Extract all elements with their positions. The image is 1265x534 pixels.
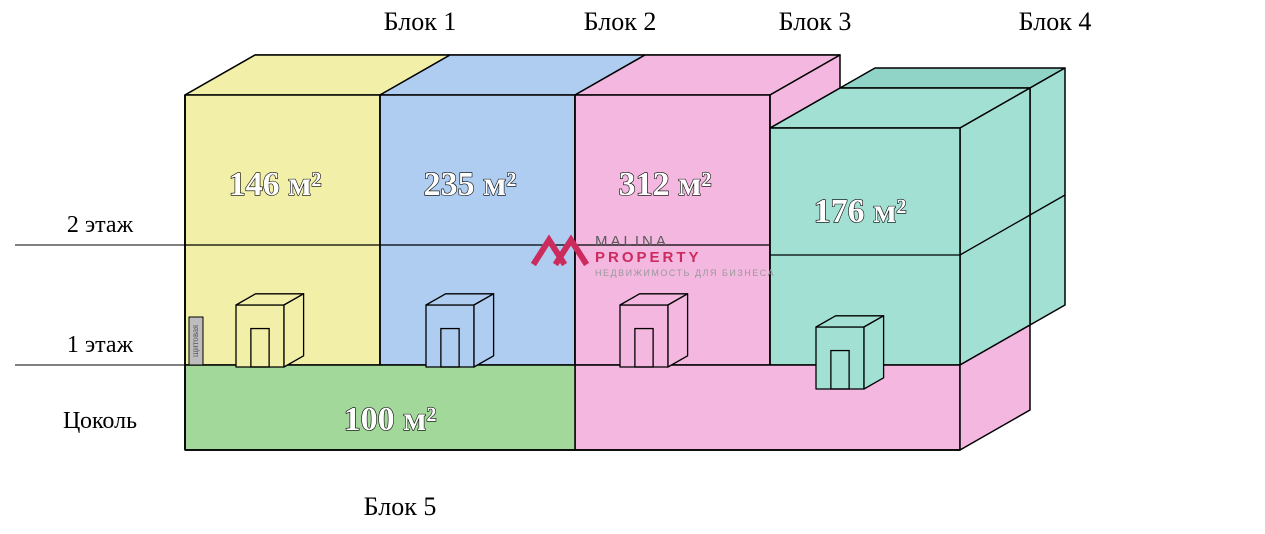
block-label-top: Блок 1 xyxy=(384,7,457,36)
logo-line3: НЕДВИЖИМОСТЬ ДЛЯ БИЗНЕСА xyxy=(595,268,775,278)
block-label-top: Блок 4 xyxy=(1019,7,1092,36)
area-label: 312 м² xyxy=(619,166,712,203)
area-label: 235 м² xyxy=(424,166,517,203)
area-label: 146 м² xyxy=(229,166,322,203)
block-label-top: Блок 3 xyxy=(779,7,852,36)
logo-line1: MALINA xyxy=(595,233,669,250)
block-label-bottom: Блок 5 xyxy=(364,492,437,521)
floor-label: 2 этаж xyxy=(67,212,134,238)
area-label: 100 м² xyxy=(344,401,437,438)
logo-line2: PROPERTY xyxy=(595,249,702,266)
building-diagram: щитовая Блок 1 Блок 2 Блок 3 Блок 4 Блок 5 2 э… xyxy=(0,0,1265,534)
area-label: 176 м² xyxy=(814,193,907,230)
floor-label: 1 этаж xyxy=(67,332,134,358)
floor-label: Цоколь xyxy=(63,408,137,434)
shield-label: щитовая xyxy=(190,325,200,357)
block-label-top: Блок 2 xyxy=(584,7,657,36)
